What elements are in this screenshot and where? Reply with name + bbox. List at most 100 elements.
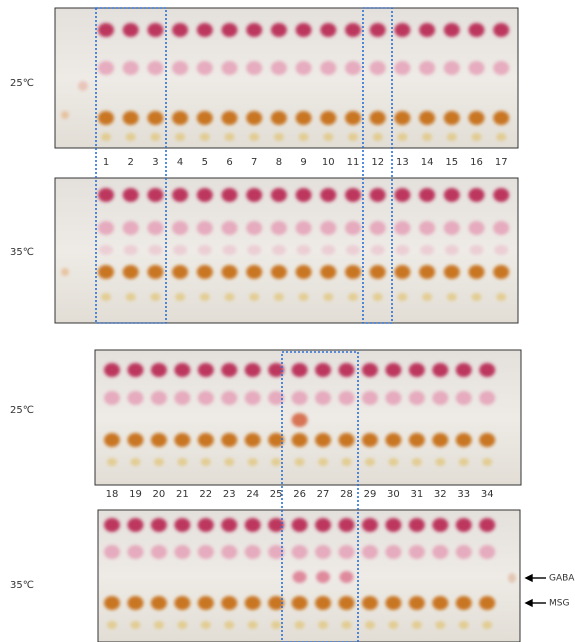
spot bbox=[345, 188, 361, 202]
spot bbox=[150, 133, 161, 141]
spot bbox=[338, 518, 355, 532]
spot bbox=[443, 188, 460, 202]
spot bbox=[372, 293, 383, 301]
spot bbox=[247, 245, 262, 255]
spot bbox=[323, 293, 334, 301]
lane-spots bbox=[468, 188, 485, 301]
lane-spots bbox=[270, 188, 287, 301]
spot bbox=[294, 621, 305, 629]
spot bbox=[153, 621, 164, 629]
lane-number: 9 bbox=[300, 157, 306, 168]
spot bbox=[291, 596, 308, 610]
lane-number: 27 bbox=[317, 489, 330, 500]
spot bbox=[348, 133, 358, 141]
spot bbox=[174, 518, 191, 532]
spot bbox=[273, 293, 284, 301]
temperature-label: 25℃ bbox=[10, 78, 34, 89]
spot bbox=[291, 433, 308, 447]
spot bbox=[316, 571, 331, 583]
spot bbox=[98, 221, 114, 235]
lane-spots bbox=[127, 363, 144, 466]
lane-spots bbox=[419, 188, 436, 301]
spot bbox=[443, 23, 460, 37]
spot bbox=[221, 23, 238, 37]
lane-number: 11 bbox=[347, 157, 360, 168]
spot bbox=[394, 61, 411, 75]
spot bbox=[174, 363, 191, 377]
spot bbox=[174, 596, 191, 610]
lane-number: 24 bbox=[246, 489, 259, 500]
spot bbox=[291, 413, 308, 427]
spot bbox=[408, 596, 425, 610]
lane-spots bbox=[174, 518, 191, 629]
spot bbox=[270, 111, 287, 125]
spot bbox=[246, 111, 263, 125]
spot bbox=[61, 111, 69, 119]
spot bbox=[104, 596, 120, 610]
spot bbox=[394, 23, 411, 37]
spot bbox=[471, 293, 482, 301]
spot bbox=[295, 111, 312, 125]
spot bbox=[174, 391, 191, 405]
spot bbox=[364, 621, 375, 629]
spot bbox=[493, 61, 510, 75]
spot bbox=[270, 265, 287, 279]
spot bbox=[479, 596, 496, 610]
spot bbox=[244, 433, 261, 447]
spot bbox=[369, 111, 386, 125]
spot bbox=[446, 133, 457, 141]
lane-number: 4 bbox=[177, 157, 183, 168]
lane-spots bbox=[493, 23, 510, 141]
spot bbox=[197, 518, 214, 532]
spot bbox=[468, 221, 485, 235]
lane-number: 30 bbox=[387, 489, 400, 500]
spot bbox=[321, 245, 336, 255]
spot bbox=[320, 265, 337, 279]
spot bbox=[221, 265, 238, 279]
spot bbox=[338, 433, 355, 447]
lane-spots bbox=[197, 518, 214, 629]
marker-arrows bbox=[524, 573, 546, 608]
lane-number: 28 bbox=[340, 489, 353, 500]
spot bbox=[455, 518, 472, 532]
spot bbox=[361, 545, 378, 559]
lane-spots bbox=[408, 518, 425, 629]
spot bbox=[408, 433, 425, 447]
lane-spots bbox=[221, 23, 238, 141]
spot bbox=[397, 133, 408, 141]
spot bbox=[61, 268, 69, 276]
marker-label: GABA bbox=[549, 574, 575, 584]
lane-spots bbox=[479, 363, 496, 466]
spot bbox=[150, 293, 161, 301]
spot bbox=[268, 363, 285, 377]
spot bbox=[122, 221, 139, 235]
spot bbox=[104, 545, 120, 559]
spot bbox=[271, 458, 282, 466]
lane-spots bbox=[369, 23, 386, 141]
spot bbox=[174, 433, 191, 447]
spot bbox=[196, 188, 213, 202]
spot bbox=[200, 458, 211, 466]
spot bbox=[364, 458, 375, 466]
spot bbox=[493, 188, 510, 202]
spot bbox=[422, 293, 433, 301]
lane-spots bbox=[443, 23, 460, 141]
spot bbox=[249, 133, 260, 141]
lane-spots bbox=[320, 188, 337, 301]
spot bbox=[174, 545, 191, 559]
spot bbox=[270, 188, 287, 202]
spot bbox=[494, 245, 509, 255]
lane-number: 6 bbox=[226, 157, 232, 168]
spot bbox=[444, 245, 459, 255]
spot bbox=[315, 433, 332, 447]
spot bbox=[468, 265, 485, 279]
marker-label: MSG bbox=[549, 599, 569, 609]
spot bbox=[172, 265, 189, 279]
lane-spots bbox=[291, 518, 308, 629]
standard-spots bbox=[61, 81, 88, 119]
spot bbox=[221, 596, 238, 610]
spot bbox=[372, 133, 383, 141]
spot bbox=[468, 61, 485, 75]
lane-spots bbox=[244, 363, 261, 466]
spot bbox=[422, 133, 433, 141]
